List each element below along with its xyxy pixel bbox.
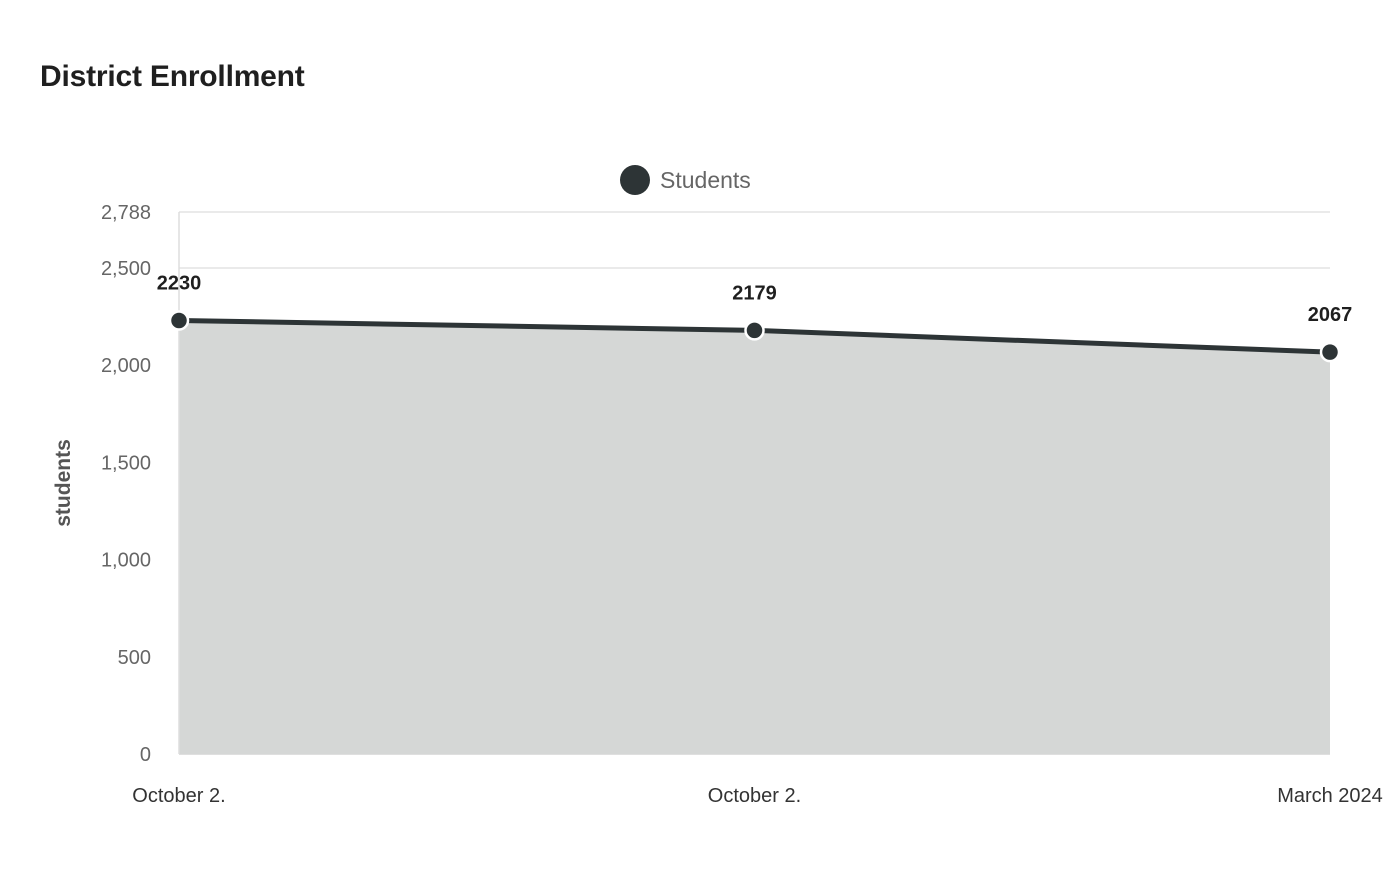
- y-tick-label: 500: [118, 647, 151, 669]
- chart-title: District Enrollment: [40, 60, 305, 93]
- legend-label-students[interactable]: Students: [660, 167, 751, 193]
- y-axis-title: students: [52, 439, 75, 527]
- data-point: [168, 310, 190, 331]
- x-tick-labels: October 2. October 2. March 2024: [132, 785, 1383, 807]
- legend[interactable]: Students: [620, 165, 751, 195]
- y-tick-label: 1,000: [101, 550, 151, 572]
- y-tick-labels: 0 500 1,000 1,500 2,000 2,500 2,788: [101, 202, 151, 766]
- data-point: [1319, 341, 1341, 363]
- data-labels: 2230 2179 2067: [157, 272, 1353, 326]
- area-fill-students: [179, 320, 1330, 754]
- data-label: 2230: [157, 272, 202, 294]
- y-tick-label: 1,500: [101, 452, 151, 474]
- y-tick-label: 0: [140, 744, 151, 766]
- y-tick-label: 2,500: [101, 258, 151, 280]
- legend-marker-students[interactable]: [620, 165, 650, 195]
- x-tick-label: March 2024: [1277, 785, 1383, 807]
- data-point: [744, 320, 765, 341]
- y-tick-label: 2,000: [101, 355, 151, 377]
- data-label: 2067: [1308, 304, 1353, 326]
- x-tick-label: October 2.: [708, 785, 801, 807]
- y-tick-label: 2,788: [101, 202, 151, 224]
- point-layer: [168, 310, 1341, 363]
- area-layer: [179, 320, 1330, 754]
- x-tick-label: October 2.: [132, 785, 225, 807]
- data-label: 2179: [732, 282, 777, 304]
